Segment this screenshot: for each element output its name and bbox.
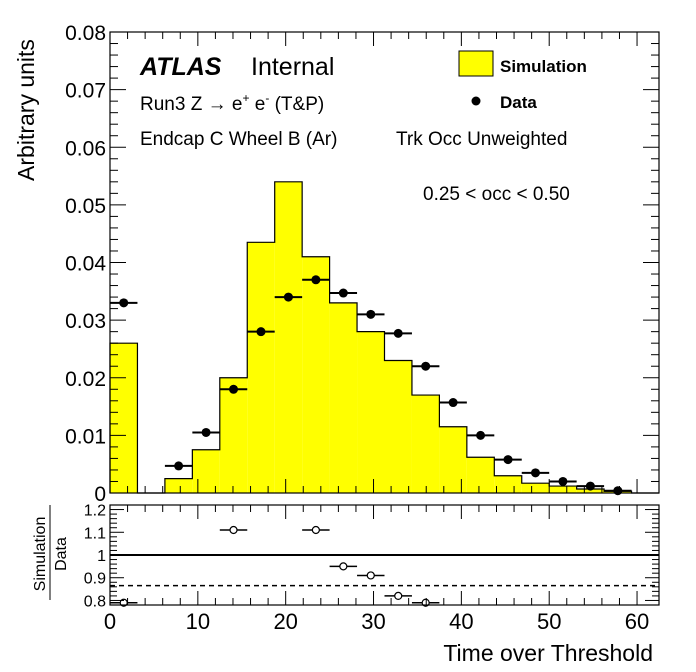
simulation-bar	[164, 478, 193, 493]
simulation-bar	[549, 486, 577, 493]
data-point	[311, 275, 321, 285]
simulation-bar	[494, 475, 522, 493]
simulation-bar	[411, 395, 440, 493]
simulation-bar	[110, 343, 138, 493]
data-point	[421, 361, 431, 371]
ratio-y-tick-label: 0.9	[84, 571, 106, 588]
ratio-y-tick-label: 0.8	[84, 593, 106, 610]
simulation-bar	[192, 449, 220, 493]
data-point	[174, 461, 184, 471]
y-tick-label: 0.06	[65, 137, 106, 160]
occupancy-range-label: 0.25 < occ < 0.50	[423, 184, 570, 205]
simulation-bar	[302, 256, 330, 493]
run-label-minus: -	[265, 91, 269, 105]
ratio-y-title-denominator: Data	[53, 537, 70, 571]
y-tick-label: 0	[94, 483, 106, 506]
data-point	[530, 468, 540, 478]
x-tick-label: 60	[625, 609, 649, 634]
ratio-point	[366, 571, 375, 580]
data-point	[283, 292, 293, 302]
ratio-point	[394, 591, 403, 601]
data-point	[201, 427, 211, 437]
simulation-outline	[109, 181, 659, 494]
simulation-bar	[466, 457, 495, 493]
legend-data-marker	[471, 96, 481, 106]
data-point	[448, 398, 458, 408]
run-label: Run3 Z → e+ e- (T&P)	[140, 91, 324, 115]
data-point	[119, 298, 129, 308]
x-tick-label: 10	[186, 609, 210, 634]
data-points	[110, 275, 632, 496]
y-tick-label: 0.04	[65, 253, 106, 276]
ratio-axis-ticks	[109, 504, 659, 605]
run-label-plus: +	[242, 91, 249, 105]
ratio-y-tick-labels: 0.8 0.9 1 1.1 1.2	[84, 503, 106, 611]
data-point	[256, 327, 266, 337]
ratio-points	[110, 525, 440, 607]
ratio-point	[311, 525, 320, 535]
simulation-bar	[247, 242, 275, 493]
x-tick-labels: 0 10 20 30 40 50 60	[104, 609, 649, 634]
run-label-e2: e	[249, 94, 265, 115]
simulation-bar	[576, 488, 605, 493]
simulation-bar	[274, 181, 303, 493]
simulation-bar	[329, 302, 358, 493]
run-label-tp: (T&P)	[269, 94, 324, 115]
y-tick-label: 0.02	[65, 368, 106, 391]
data-point	[476, 430, 486, 440]
data-point	[229, 384, 239, 394]
internal-label: Internal	[251, 53, 334, 81]
atlas-label: ATLAS	[139, 53, 222, 81]
x-axis-title: Time over Threshold	[443, 640, 653, 666]
ratio-y-title-numerator: Simulation	[32, 517, 49, 592]
legend-simulation-label: Simulation	[500, 57, 587, 76]
simulation-bar	[521, 483, 550, 493]
y-tick-label: 0.03	[65, 310, 106, 333]
simulation-bar	[439, 426, 467, 493]
y-tick-label: 0.07	[65, 80, 106, 103]
legend-data-label: Data	[500, 93, 537, 112]
data-point	[558, 476, 568, 486]
run-label-text: Run3 Z	[140, 94, 203, 115]
data-point	[585, 481, 595, 491]
x-tick-label: 30	[361, 609, 385, 634]
main-y-tick-labels: 0 0.01 0.02 0.03 0.04 0.05 0.06 0.07 0.08	[65, 22, 106, 506]
y-tick-label: 0.05	[65, 195, 106, 218]
data-point	[366, 309, 376, 319]
x-tick-label: 20	[273, 609, 297, 634]
ratio-y-tick-label: 1	[97, 548, 106, 565]
x-tick-label: 50	[537, 609, 561, 634]
x-tick-label: 40	[449, 609, 473, 634]
data-point	[503, 455, 513, 465]
simulation-bar	[357, 331, 385, 493]
y-tick-label: 0.01	[65, 425, 106, 448]
legend-simulation-swatch	[458, 50, 494, 77]
weight-label: Trk Occ Unweighted	[396, 129, 567, 150]
x-tick-label: 0	[104, 609, 116, 634]
ratio-point	[229, 525, 238, 535]
run-label-decay: → e+ e- (T&P)	[202, 91, 324, 115]
ratio-point	[339, 562, 348, 571]
ratio-reference-lines	[110, 554, 659, 587]
data-point	[338, 288, 348, 298]
region-label: Endcap C Wheel B (Ar)	[140, 129, 337, 150]
ratio-y-tick-label: 1.1	[84, 525, 106, 542]
main-axis-ticks	[109, 31, 659, 494]
simulation-bar	[219, 377, 248, 493]
simulation-bars	[109, 181, 659, 494]
data-point	[613, 486, 623, 496]
ratio-y-tick-label: 1.2	[84, 503, 106, 520]
y-tick-label: 0.08	[65, 22, 106, 45]
simulation-bar	[384, 360, 412, 493]
y-axis-title: Arbitrary units	[13, 39, 39, 181]
data-point	[393, 328, 403, 338]
